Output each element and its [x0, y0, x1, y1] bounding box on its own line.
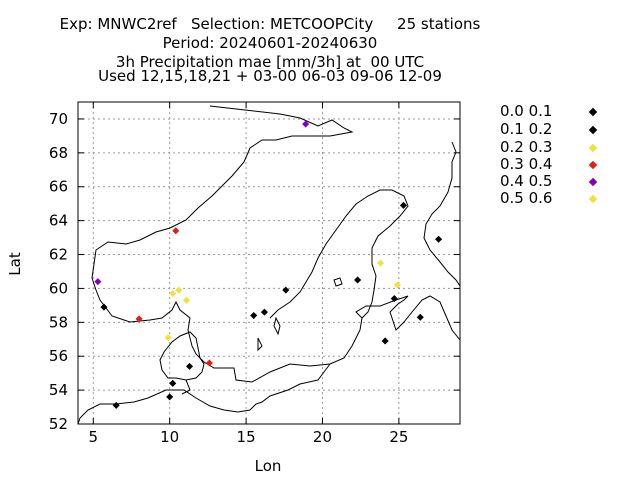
y-tick-label: 68 — [49, 144, 68, 162]
legend-label-0: 0.0 0.1 — [500, 102, 553, 120]
station-point — [282, 286, 290, 294]
station-point — [186, 362, 194, 370]
plot-axes — [77, 101, 461, 425]
x-tick-label: 25 — [389, 428, 408, 446]
station-point — [169, 289, 177, 298]
chart-title-line-1: Exp: MNWC2ref Selection: METCOOPCity 25 … — [59, 15, 481, 33]
chart-title-line-3: 3h Precipitation mae [mm/3h] at 00 UTC — [115, 53, 425, 71]
station-point — [172, 227, 180, 235]
station-point — [399, 201, 407, 209]
station-point — [94, 278, 102, 286]
legend-label-5: 0.5 0.6 — [500, 189, 553, 207]
station-point — [393, 281, 401, 289]
station-point — [112, 401, 120, 409]
x-tick-label: 15 — [237, 428, 256, 446]
grid-lines — [78, 102, 460, 425]
station-point — [182, 296, 191, 304]
station-point — [260, 308, 268, 316]
y-tick-label: 60 — [49, 279, 68, 297]
y-tick-label: 66 — [49, 178, 68, 196]
station-point — [302, 120, 310, 128]
station-point — [377, 259, 385, 267]
station-point — [175, 286, 183, 294]
axis-ticks: 5 10 15 20 25 52 54 56 58 60 62 64 66 68 70 — [49, 102, 460, 446]
x-axis-label: Lon — [255, 457, 282, 475]
x-tick-label: 20 — [313, 428, 332, 446]
station-point — [381, 337, 389, 345]
y-tick-label: 58 — [49, 313, 68, 331]
y-tick-label: 52 — [49, 415, 68, 433]
station-point — [135, 315, 143, 323]
station-point — [164, 334, 172, 342]
x-tick-label: 5 — [89, 428, 99, 446]
y-axis-label: Lat — [6, 252, 24, 276]
x-tick-label: 10 — [160, 428, 179, 446]
y-tick-label: 62 — [49, 246, 68, 264]
station-point — [100, 303, 108, 311]
station-point — [205, 359, 213, 367]
y-tick-label: 56 — [49, 347, 68, 365]
station-point — [169, 379, 177, 387]
station-point — [416, 313, 424, 321]
y-tick-label: 70 — [49, 110, 68, 128]
chart-title-line-2: Period: 20240601-20240630 — [162, 34, 378, 52]
y-tick-label: 64 — [49, 212, 68, 230]
station-point — [250, 312, 258, 320]
plot-frame — [77, 101, 461, 425]
coastline-map — [77, 105, 461, 425]
legend-label-3: 0.3 0.4 — [500, 155, 553, 173]
legend-label-4: 0.4 0.5 — [500, 172, 553, 190]
station-point — [354, 276, 362, 284]
station-point — [390, 295, 398, 303]
y-tick-label: 54 — [49, 381, 68, 399]
legend-label-1: 0.1 0.2 — [500, 120, 553, 138]
legend-label-2: 0.2 0.3 — [500, 138, 553, 156]
station-points — [94, 120, 443, 409]
station-point — [166, 393, 174, 401]
chart-title-line-4: Used 12,15,18,21 + 03-00 06-03 09-06 12-… — [98, 67, 442, 85]
station-point — [435, 235, 443, 243]
